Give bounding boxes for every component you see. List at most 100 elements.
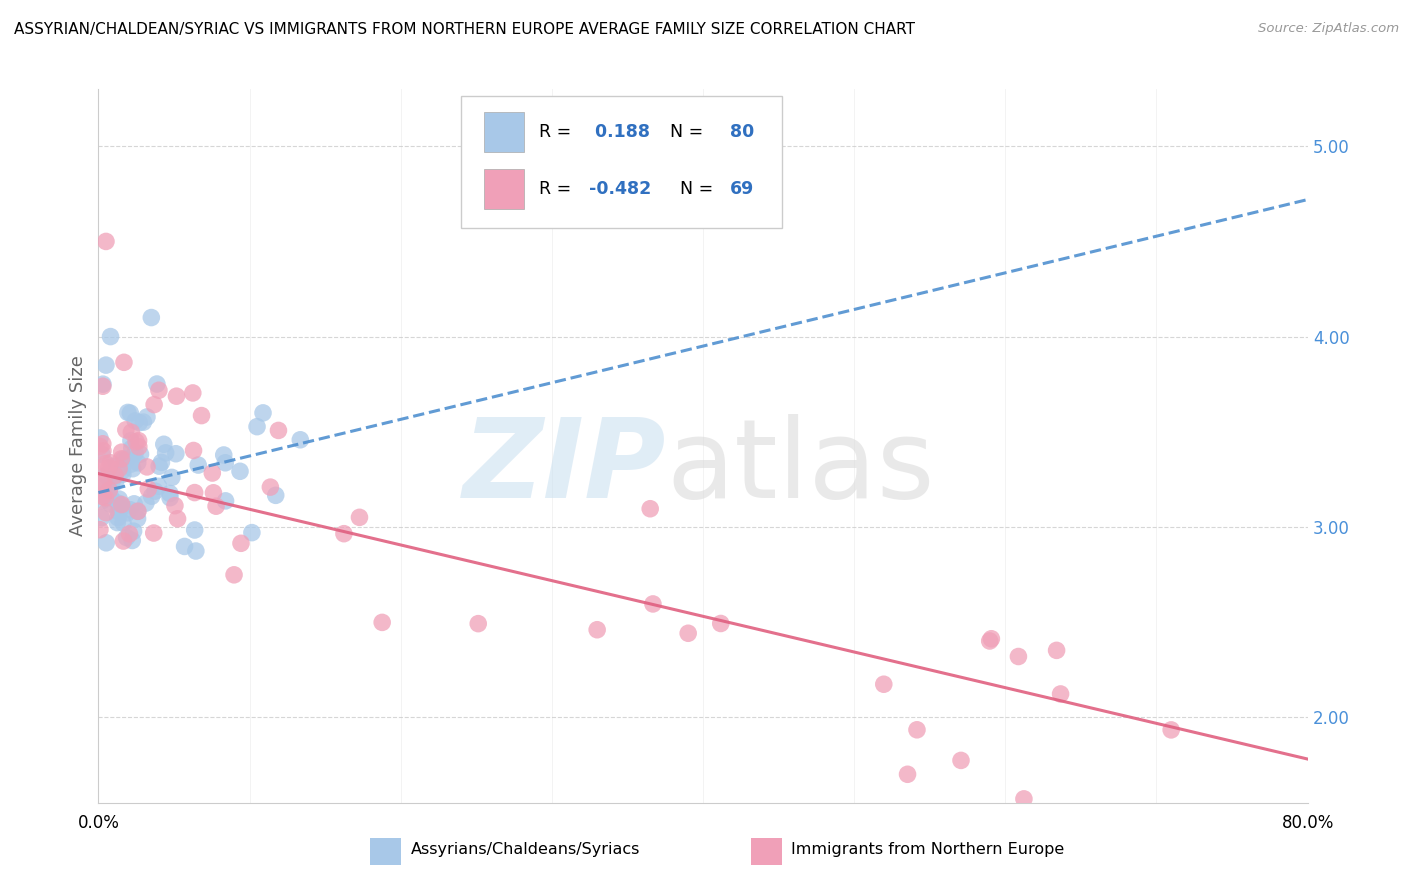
Point <box>120 434 142 448</box>
Point <box>202 485 225 500</box>
Point <box>160 470 183 484</box>
Point <box>124 446 146 460</box>
Point <box>121 442 143 456</box>
Point <box>94 457 117 471</box>
Point <box>89 480 111 494</box>
Point <box>136 409 159 424</box>
Point <box>105 464 128 478</box>
Point <box>89 440 111 454</box>
Point <box>129 447 152 461</box>
Point <box>1007 649 1029 664</box>
Text: 0.188: 0.188 <box>589 123 651 141</box>
Point <box>183 523 205 537</box>
Point <box>166 512 188 526</box>
Point <box>136 459 159 474</box>
Point <box>108 492 131 507</box>
Point <box>1049 687 1071 701</box>
Point <box>100 456 122 470</box>
Point <box>97 482 120 496</box>
Text: R =: R = <box>538 123 576 141</box>
Point <box>94 491 117 505</box>
Point <box>638 501 661 516</box>
Point <box>152 437 174 451</box>
Point <box>259 480 281 494</box>
Text: N =: N = <box>659 123 709 141</box>
Point <box>980 632 1002 646</box>
Point <box>141 489 163 503</box>
Point <box>290 433 312 447</box>
Point <box>676 626 699 640</box>
Text: 69: 69 <box>730 180 754 198</box>
Point <box>120 502 142 516</box>
Point <box>121 533 143 548</box>
Point <box>111 445 134 459</box>
Point <box>101 474 124 488</box>
Point <box>115 531 138 545</box>
Point <box>117 506 139 520</box>
Point <box>183 443 205 458</box>
Point <box>124 414 146 428</box>
Point <box>91 490 114 504</box>
Point <box>155 446 177 460</box>
Point <box>91 447 114 461</box>
Point <box>141 310 163 325</box>
Point <box>214 456 236 470</box>
Point <box>135 496 157 510</box>
Point <box>128 416 150 430</box>
Point <box>111 467 134 482</box>
Text: Source: ZipAtlas.com: Source: ZipAtlas.com <box>1258 22 1399 36</box>
Point <box>120 457 142 471</box>
FancyBboxPatch shape <box>461 96 782 228</box>
Point <box>91 437 114 451</box>
Point <box>94 358 117 372</box>
Point <box>94 506 117 520</box>
Text: ZIP: ZIP <box>463 414 666 521</box>
Point <box>94 487 117 501</box>
Point <box>112 516 135 530</box>
Point <box>143 484 166 499</box>
Point <box>205 499 228 513</box>
Point <box>125 434 148 449</box>
Point <box>122 497 145 511</box>
Point <box>143 398 166 412</box>
Point <box>110 500 132 514</box>
Point <box>94 468 117 483</box>
Point <box>148 384 170 398</box>
Point <box>104 475 127 489</box>
Point <box>127 504 149 518</box>
Point <box>117 405 139 419</box>
Point <box>163 499 186 513</box>
Point <box>142 526 165 541</box>
Text: N =: N = <box>669 180 718 198</box>
Point <box>905 723 928 737</box>
Point <box>166 389 188 403</box>
Point <box>128 434 150 448</box>
Point <box>107 505 129 519</box>
Point <box>111 463 134 477</box>
FancyBboxPatch shape <box>484 112 524 152</box>
Point <box>120 425 142 440</box>
Point <box>201 466 224 480</box>
Point <box>89 460 111 475</box>
Point <box>98 483 121 498</box>
Point <box>127 456 149 470</box>
Point <box>132 415 155 429</box>
Point <box>264 488 287 502</box>
Point <box>91 443 114 458</box>
Point <box>229 464 252 478</box>
Point <box>181 386 204 401</box>
Point <box>115 423 138 437</box>
Point <box>90 510 112 524</box>
Text: Immigrants from Northern Europe: Immigrants from Northern Europe <box>792 842 1064 856</box>
Point <box>107 496 129 510</box>
Point <box>100 497 122 511</box>
FancyBboxPatch shape <box>484 169 524 209</box>
Point <box>371 615 394 630</box>
Point <box>110 501 132 516</box>
Point <box>212 448 235 462</box>
Point <box>118 527 141 541</box>
Point <box>127 511 149 525</box>
Point <box>112 452 135 467</box>
Point <box>229 536 252 550</box>
Point <box>110 451 132 466</box>
